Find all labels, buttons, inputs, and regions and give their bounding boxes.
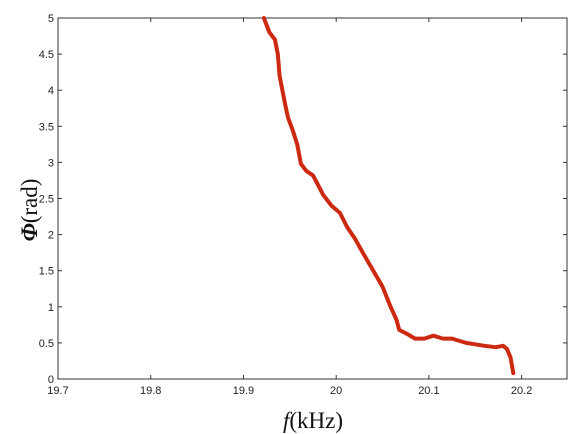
y-tick-label: 0	[48, 374, 54, 386]
series-layer	[261, 16, 516, 376]
x-axis-ticks: 19.7 19.8 19.9 20 20.1 20.2	[47, 18, 532, 397]
x-tick-label: 20.1	[418, 385, 439, 397]
x-axis-symbol: f	[283, 408, 293, 433]
x-axis-unit: (kHz)	[289, 408, 343, 433]
y-tick-label: 4	[48, 85, 54, 97]
x-axis-label: f(kHz)	[283, 408, 343, 433]
y-axis-ticks: 0 0.5 1 1.5 2 2.5 3 3.5 4 4.5 5	[39, 13, 567, 386]
y-tick-label: 1.5	[39, 266, 54, 278]
y-tick-label: 5	[48, 13, 54, 25]
y-tick-label: 1	[48, 302, 54, 314]
series-line	[261, 16, 516, 376]
y-tick-label: 2	[48, 230, 54, 242]
x-tick-label: 19.7	[47, 385, 68, 397]
x-tick-label: 19.9	[233, 385, 254, 397]
x-tick-label: 20	[330, 385, 342, 397]
y-axis-label: Φ(rad)	[17, 179, 42, 242]
y-tick-label: 2.5	[39, 194, 54, 206]
plot-area-frame	[57, 17, 568, 380]
y-axis-symbol: Φ	[17, 223, 42, 241]
y-tick-label: 4.5	[39, 49, 54, 61]
y-tick-label: 0.5	[39, 338, 54, 350]
y-tick-label: 3	[48, 157, 54, 169]
x-tick-label: 20.2	[511, 385, 532, 397]
x-tick-label: 19.8	[140, 385, 161, 397]
y-tick-label: 3.5	[39, 121, 54, 133]
y-axis-unit: (rad)	[17, 179, 42, 224]
